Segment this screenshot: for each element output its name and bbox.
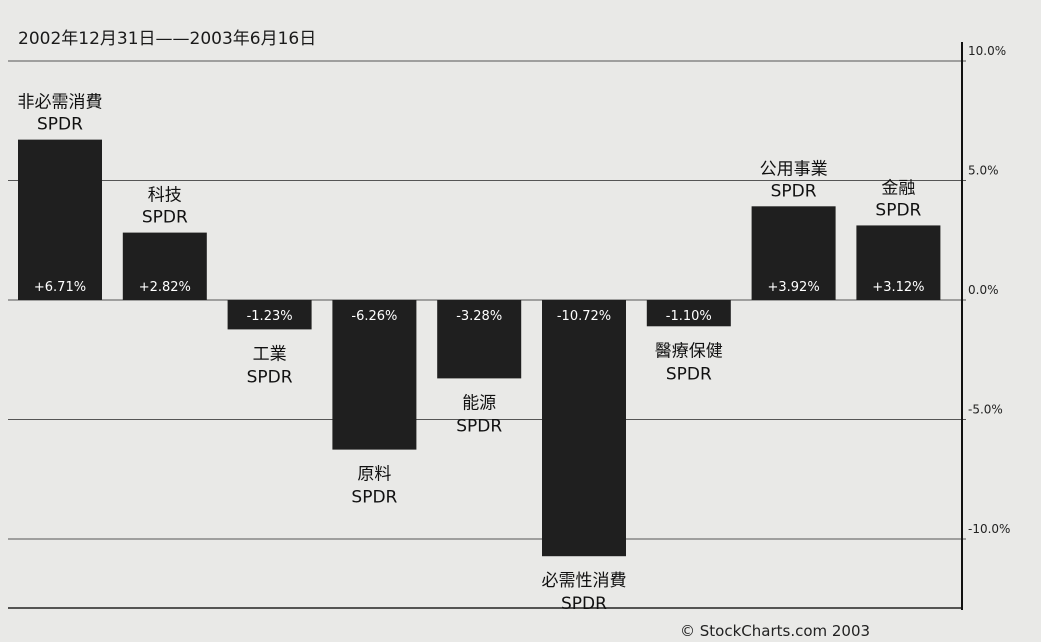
category-label-suffix: SPDR bbox=[875, 200, 921, 220]
category-label-suffix: SPDR bbox=[771, 181, 817, 201]
bar bbox=[751, 206, 836, 300]
category-label: 金融 bbox=[881, 178, 915, 198]
bar-value-label: +3.92% bbox=[767, 280, 819, 295]
bar-value-label: -3.28% bbox=[456, 309, 502, 324]
y-tick-label: -5.0% bbox=[968, 403, 1003, 417]
copyright-credit: © StockCharts.com 2003 bbox=[680, 622, 870, 640]
category-labels: +6.71%非必需消費SPDR+2.82%科技SPDR-1.23%工業SPDR-… bbox=[18, 93, 925, 615]
date-range-subtitle: 2002年12月31日——2003年6月16日 bbox=[18, 29, 316, 49]
bar-value-label: -1.23% bbox=[247, 309, 293, 324]
y-tick-label: 0.0% bbox=[968, 283, 999, 297]
bar-value-label: +3.12% bbox=[872, 280, 924, 295]
category-label-suffix: SPDR bbox=[247, 367, 293, 387]
bars bbox=[18, 139, 941, 557]
category-label: 必需性消費 bbox=[542, 571, 627, 591]
category-label-suffix: SPDR bbox=[561, 594, 607, 614]
bar bbox=[437, 300, 522, 379]
category-label: 原料 bbox=[357, 465, 391, 485]
y-tick-label: -10.0% bbox=[968, 522, 1010, 536]
y-tick-label: 10.0% bbox=[968, 44, 1006, 58]
bar-value-label: -1.10% bbox=[666, 309, 712, 324]
category-label: 工業 bbox=[253, 344, 287, 364]
category-label: 非必需消費 bbox=[18, 93, 103, 113]
category-label-suffix: SPDR bbox=[456, 416, 502, 436]
category-label-suffix: SPDR bbox=[37, 115, 83, 135]
category-label: 醫療保健 bbox=[655, 341, 723, 361]
category-label-suffix: SPDR bbox=[351, 488, 397, 508]
bar bbox=[227, 300, 312, 330]
y-tick-label: 5.0% bbox=[968, 164, 999, 178]
category-label: 科技 bbox=[148, 186, 182, 206]
bar bbox=[332, 300, 417, 450]
y-axis: 10.0% 5.0% 0.0% -5.0% -10.0% bbox=[961, 42, 1010, 610]
category-label-suffix: SPDR bbox=[142, 208, 188, 228]
bar bbox=[856, 225, 941, 300]
bar bbox=[18, 139, 102, 300]
category-label-suffix: SPDR bbox=[666, 364, 712, 384]
bar bbox=[122, 232, 207, 300]
bar-value-label: +6.71% bbox=[34, 280, 86, 295]
bar-value-label: -10.72% bbox=[557, 309, 611, 324]
category-label: 公用事業 bbox=[760, 159, 828, 179]
bar bbox=[542, 300, 626, 557]
category-label: 能源 bbox=[462, 393, 496, 413]
bar bbox=[646, 300, 731, 327]
bar-value-label: +2.82% bbox=[139, 280, 191, 295]
bar-value-label: -6.26% bbox=[351, 309, 397, 324]
